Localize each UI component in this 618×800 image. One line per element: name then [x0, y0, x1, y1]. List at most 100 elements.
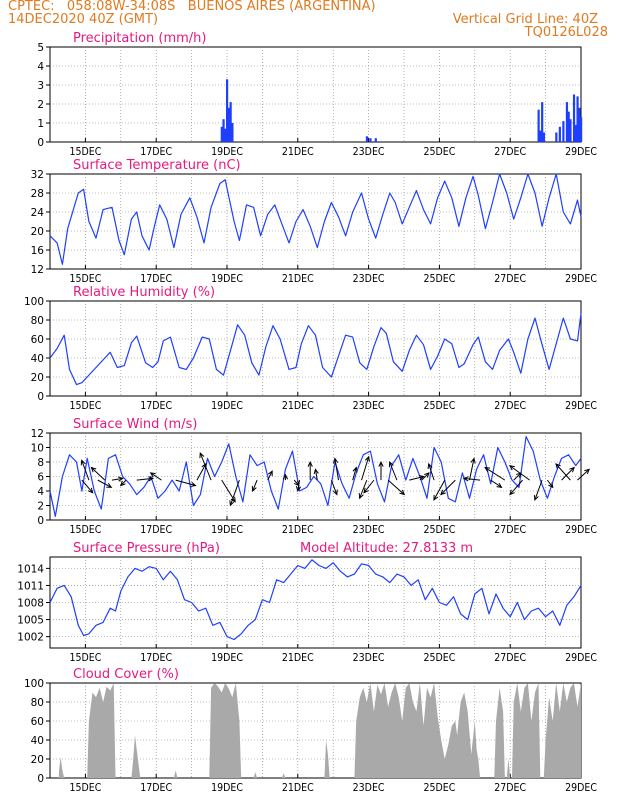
- precip-bar: [365, 136, 369, 142]
- temp-xtick-label: 21DEC: [282, 273, 314, 285]
- precip-xtick-label: 19DEC: [211, 146, 243, 158]
- pressure-xtick-label: 15DEC: [69, 652, 101, 664]
- wind-arrow: [546, 479, 554, 488]
- precip-xtick-label: 25DEC: [423, 146, 455, 158]
- cloud-ytick-label: 80: [31, 697, 44, 709]
- precip-bar: [578, 107, 581, 142]
- wind-arrow-head: [388, 461, 394, 468]
- precip-bar: [227, 107, 230, 142]
- wind-arrow: [267, 470, 273, 481]
- pressure-xtick-label: 21DEC: [282, 652, 314, 664]
- pressure-ytick-label: 1005: [17, 615, 44, 627]
- header-model-code: TQ0126L028: [524, 25, 608, 40]
- precip-bar: [576, 96, 579, 142]
- wind-arrow: [421, 472, 430, 481]
- precip-bar: [374, 138, 377, 142]
- precip-bar: [224, 128, 227, 142]
- rh-xtick-label: 21DEC: [282, 400, 314, 412]
- temp-ytick-label: 20: [31, 226, 44, 238]
- wind-arrow: [330, 479, 338, 495]
- precip-xtick-label: 15DEC: [69, 146, 101, 158]
- wind-title: Surface Wind (m/s): [73, 417, 197, 432]
- wind-xtick-label: 15DEC: [69, 524, 101, 536]
- cloud-xtick-label: 29DEC: [565, 782, 597, 794]
- cloud-area: [324, 740, 330, 778]
- precip-bar: [569, 119, 572, 142]
- wind-frame: [49, 432, 582, 521]
- wind-arrow-head: [433, 494, 439, 501]
- precip-bar: [567, 111, 570, 142]
- pressure-annotation: Model Altitude: 27.8133 m: [300, 541, 473, 556]
- precip-bar: [537, 109, 540, 142]
- wind-arrow: [334, 458, 340, 481]
- wind-arrow-head: [90, 466, 97, 473]
- rh-ytick-label: 80: [31, 315, 44, 327]
- precip-bar: [562, 121, 565, 142]
- wind-arrow-head: [333, 457, 339, 464]
- cloud-ytick-label: 20: [31, 754, 44, 766]
- cloud-area: [131, 735, 141, 778]
- precip-ytick-label: 1: [37, 118, 44, 130]
- wind-arrow-head: [440, 489, 446, 496]
- wind-arrow: [175, 479, 196, 487]
- temp-xtick-label: 19DEC: [211, 273, 243, 285]
- cloud-area: [87, 683, 116, 778]
- precip-bar: [572, 94, 576, 142]
- wind-arrow: [440, 479, 456, 495]
- wind-arrow: [513, 472, 522, 481]
- wind-xtick-label: 17DEC: [140, 524, 172, 536]
- wind-arrow: [509, 465, 530, 481]
- wind-arrow: [463, 477, 481, 481]
- temp-ytick-label: 12: [31, 264, 44, 276]
- wind-arrow: [409, 476, 424, 481]
- temp-frame: [49, 173, 582, 270]
- wind-arrow-head: [119, 480, 126, 487]
- wind-series-line: [49, 436, 582, 518]
- cloud-xtick-label: 17DEC: [140, 782, 172, 794]
- wind-arrow-head: [313, 468, 319, 475]
- wind-arrow: [150, 472, 162, 481]
- wind-arrow-head: [424, 472, 430, 478]
- rh-xtick-label: 19DEC: [211, 400, 243, 412]
- wind-arrow: [120, 479, 127, 486]
- wind-arrow-head: [555, 463, 561, 469]
- wind-arrow-head: [295, 485, 302, 493]
- precip-bar: [369, 138, 372, 142]
- wind-arrow-head: [548, 482, 554, 489]
- cloud-xtick-label: 19DEC: [211, 782, 243, 794]
- wind-arrow-head: [399, 489, 406, 496]
- temp-title: Surface Temperature (nC): [73, 158, 241, 173]
- temp-xtick-label: 27DEC: [494, 273, 526, 285]
- cloud-area: [253, 772, 258, 778]
- wind-arrow: [509, 479, 523, 495]
- wind-ytick-label: 8: [37, 457, 44, 469]
- wind-arrow: [577, 468, 590, 481]
- wind-arrow-head: [332, 489, 338, 496]
- rh-ytick-label: 0: [37, 391, 44, 403]
- wind-arrow: [111, 477, 123, 481]
- wind-xtick-label: 29DEC: [565, 524, 597, 536]
- precip-xtick-label: 23DEC: [353, 146, 385, 158]
- cloud-area: [209, 683, 242, 778]
- pressure-xtick-label: 29DEC: [565, 652, 597, 664]
- precip-title: Precipitation (mm/h): [73, 31, 206, 46]
- wind-arrow-head: [251, 485, 257, 492]
- wind-arrow: [97, 479, 112, 488]
- temp-ytick-label: 24: [31, 207, 45, 219]
- precip-bar: [222, 119, 225, 142]
- wind-arrow: [91, 467, 106, 481]
- temp-xtick-label: 29DEC: [565, 273, 597, 285]
- cloud-xtick-label: 23DEC: [353, 782, 385, 794]
- wind-arrow-head: [427, 462, 433, 469]
- precip-bar: [542, 132, 546, 142]
- cloud-area: [512, 683, 541, 778]
- wind-arrow-head: [352, 466, 358, 473]
- cloud-ytick-label: 40: [31, 735, 44, 747]
- rh-frame: [49, 300, 582, 397]
- wind-arrow: [81, 460, 90, 481]
- cloud-area: [494, 687, 505, 778]
- rh-ytick-label: 60: [31, 334, 44, 346]
- pressure-ytick-label: 1011: [17, 580, 44, 592]
- wind-arrow: [469, 458, 475, 481]
